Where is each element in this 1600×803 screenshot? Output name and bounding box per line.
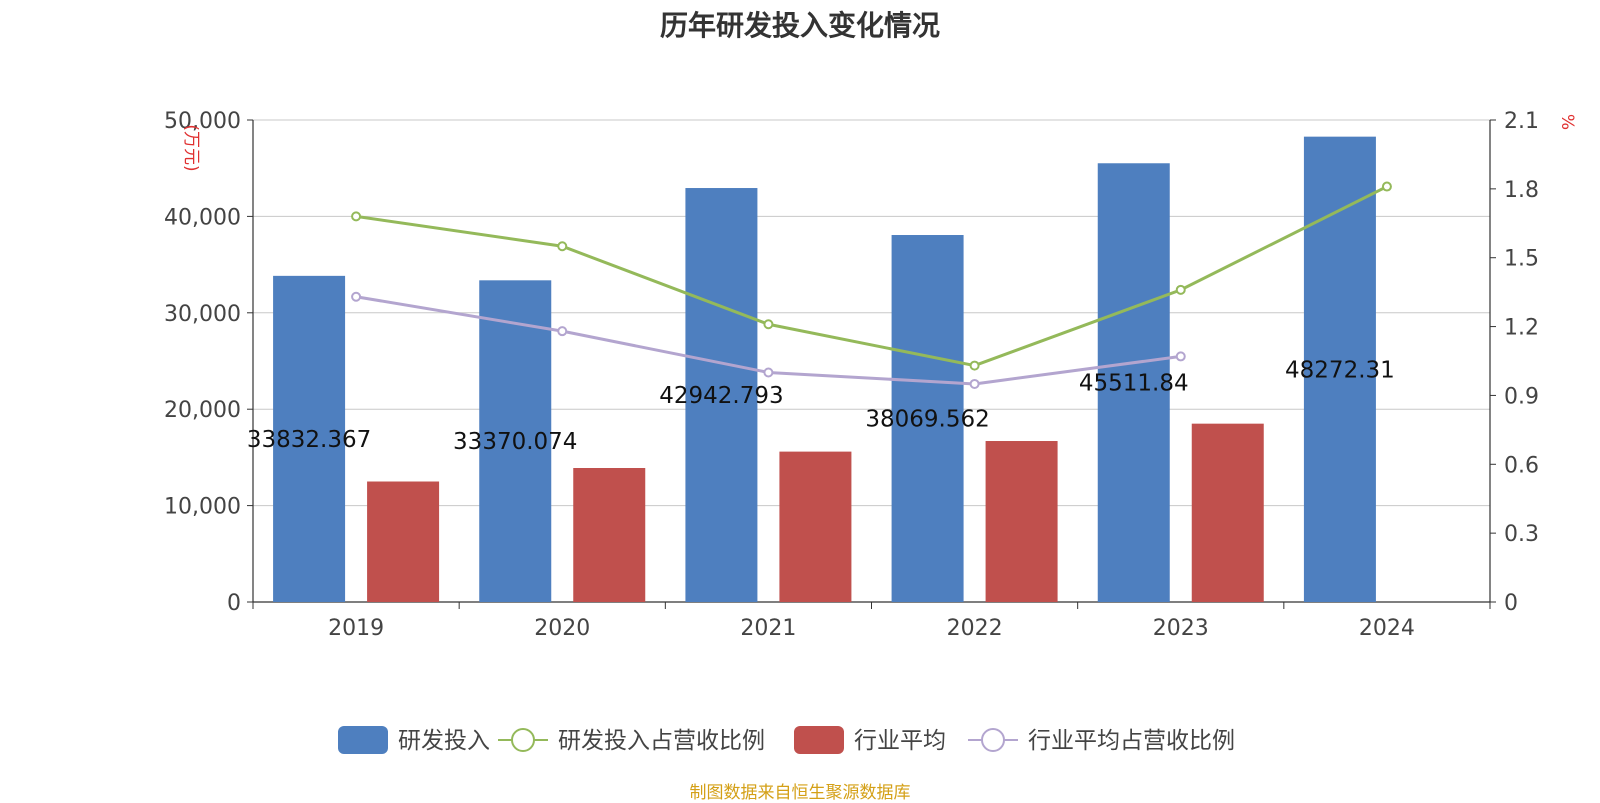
legend: 研发投入 研发投入占营收比例 行业平均 行业平均占营收比例: [338, 726, 1235, 754]
right-tick-label: 0: [1504, 591, 1518, 616]
left-tick-label: 0: [227, 591, 241, 616]
point-行业平均占营收比例: [763, 367, 774, 378]
point-研发投入占营收比例: [763, 319, 774, 330]
bar-研发投入-2022: [891, 235, 964, 603]
legend-swatch: [338, 726, 388, 754]
right-tick-label: 0.9: [1504, 384, 1539, 409]
legend-item: 行业平均占营收比例: [968, 728, 1235, 754]
left-tick-label: 30,000: [164, 302, 241, 327]
bar-研发投入-2023: [1097, 163, 1170, 602]
bar-行业平均-2021: [779, 451, 852, 602]
right-tick-label: 1.8: [1504, 178, 1539, 203]
legend-label: 行业平均占营收比例: [1028, 728, 1235, 754]
legend-label: 研发投入占营收比例: [558, 728, 765, 754]
legend-label: 研发投入: [398, 728, 490, 754]
bar-研发投入-2021: [685, 188, 758, 602]
legend-item: 行业平均: [794, 726, 946, 754]
legend-label: 行业平均: [854, 728, 946, 754]
legend-marker: [981, 728, 1005, 752]
left-tick-label: 50,000: [164, 109, 241, 134]
point-研发投入占营收比例: [557, 241, 568, 252]
x-tick-label: 2023: [1153, 616, 1209, 641]
bar-研发投入-2024: [1303, 136, 1376, 602]
point-研发投入占营收比例: [1175, 284, 1186, 295]
point-行业平均占营收比例: [557, 326, 568, 337]
x-tick-label: 2019: [328, 616, 384, 641]
point-行业平均占营收比例: [351, 291, 362, 302]
right-tick-label: 1.2: [1504, 316, 1539, 341]
bar-value-label: 38069.562: [865, 407, 989, 433]
left-tick-label: 20,000: [164, 398, 241, 423]
bar-行业平均-2019: [367, 481, 440, 602]
bar-行业平均-2020: [573, 468, 646, 602]
point-研发投入占营收比例: [969, 360, 980, 371]
right-tick-label: 0.6: [1504, 453, 1539, 478]
point-行业平均占营收比例: [1175, 351, 1186, 362]
point-行业平均占营收比例: [969, 378, 980, 389]
x-tick-label: 2024: [1359, 616, 1415, 641]
bar-marks: [273, 136, 1376, 603]
right-tick-label: 2.1: [1504, 109, 1539, 134]
bar-研发投入-2019: [273, 275, 346, 602]
point-研发投入占营收比例: [351, 211, 362, 222]
left-axis-unit: (万元): [181, 124, 201, 171]
legend-item: 研发投入占营收比例: [498, 728, 765, 754]
line-marks: [351, 181, 1392, 389]
legend-swatch: [794, 726, 844, 754]
data-labels: 33832.367 33370.074 42942.793 38069.562 4551…: [247, 357, 1395, 455]
chart-title: 历年研发投入变化情况: [659, 9, 940, 42]
right-axis-unit: %: [1557, 114, 1577, 130]
bar-value-label: 33370.074: [453, 429, 577, 455]
x-tick-label: 2022: [947, 616, 1003, 641]
bar-value-label: 48272.31: [1285, 357, 1395, 383]
axes: 0 10,000 20,000 30,000 40,000 50,000 0 0.3 0.6 0.…: [164, 109, 1577, 641]
left-tick-label: 40,000: [164, 205, 241, 230]
bar-value-label: 42942.793: [659, 383, 783, 409]
x-tick-label: 2020: [534, 616, 590, 641]
bar-value-label: 33832.367: [247, 427, 371, 453]
bar-value-label: 45511.84: [1079, 371, 1189, 397]
right-tick-label: 1.5: [1504, 247, 1539, 272]
legend-item: 研发投入: [338, 726, 490, 754]
line-研发投入占营收比例: [355, 185, 1388, 368]
point-研发投入占营收比例: [1381, 181, 1392, 192]
data-source-note: 制图数据来自恒生聚源数据库: [689, 783, 911, 803]
bar-行业平均-2023: [1191, 423, 1264, 602]
left-tick-label: 10,000: [164, 495, 241, 520]
x-tick-label: 2021: [740, 616, 796, 641]
bar-研发投入-2020: [479, 280, 552, 602]
legend-marker: [511, 728, 535, 752]
right-tick-label: 0.3: [1504, 522, 1539, 547]
bar-行业平均-2022: [985, 441, 1058, 602]
